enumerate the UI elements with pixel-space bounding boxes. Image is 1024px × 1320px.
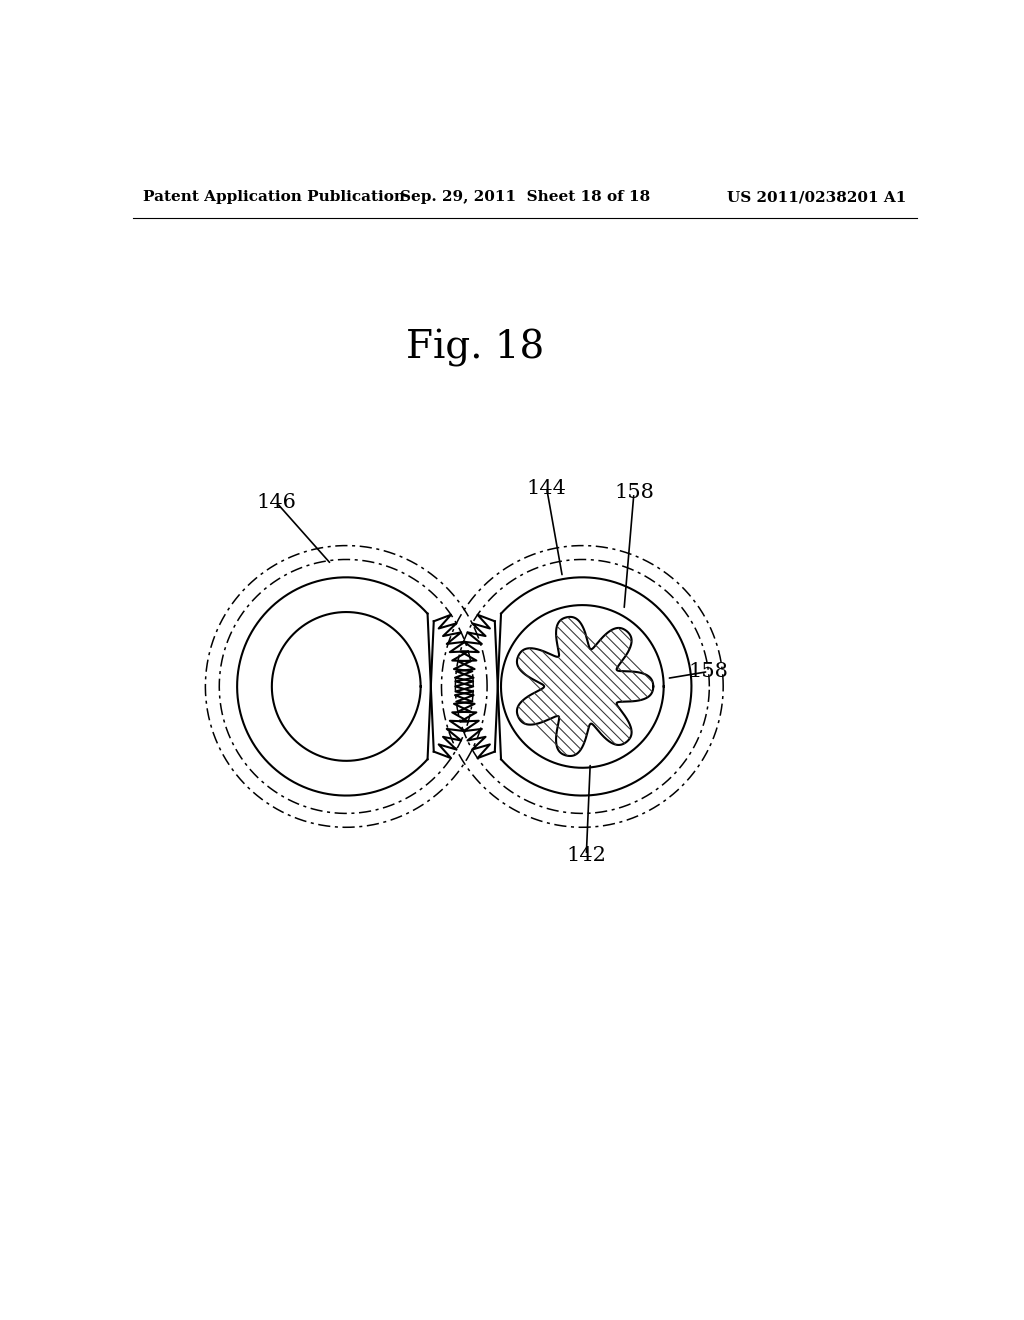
Text: 158: 158 [614, 483, 654, 503]
Text: 158: 158 [688, 663, 728, 681]
Text: Sep. 29, 2011  Sheet 18 of 18: Sep. 29, 2011 Sheet 18 of 18 [399, 190, 650, 205]
Text: Fig. 18: Fig. 18 [407, 329, 545, 367]
Text: 142: 142 [566, 846, 606, 865]
Text: 146: 146 [257, 494, 297, 512]
Text: Patent Application Publication: Patent Application Publication [143, 190, 404, 205]
Text: 144: 144 [526, 479, 566, 498]
Text: US 2011/0238201 A1: US 2011/0238201 A1 [727, 190, 906, 205]
